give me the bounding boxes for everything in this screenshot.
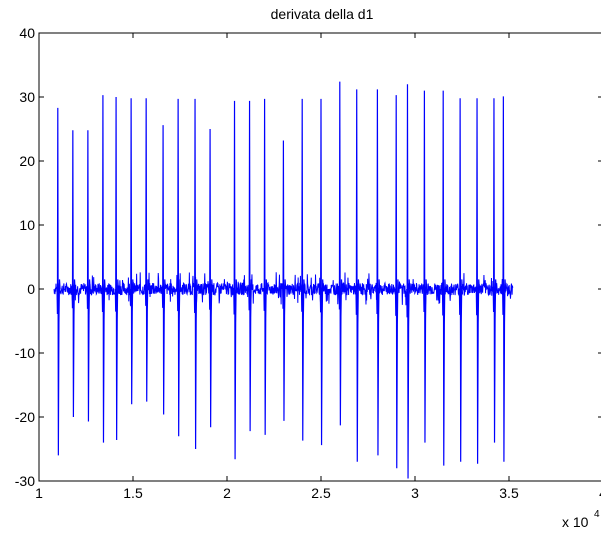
signal-spike (492, 98, 497, 443)
signal-spike (129, 98, 134, 405)
signal-spike (86, 130, 91, 422)
signal-spike (161, 125, 166, 415)
x-axis-multiplier: x 10 4 (562, 509, 600, 530)
x-tick-label: 2 (223, 485, 231, 501)
x-tick-label: 1 (35, 485, 43, 501)
x-tick-label: 1.5 (123, 485, 143, 501)
signal-spike (458, 98, 463, 462)
y-tick-label: 40 (19, 25, 35, 41)
y-tick-label: -10 (15, 345, 35, 361)
y-tick-label: -30 (15, 473, 35, 489)
signal-spike (475, 98, 480, 464)
signal-spike (233, 100, 238, 460)
signal-spike (114, 96, 119, 441)
signal-spike (355, 89, 360, 462)
y-tick-label: 30 (19, 89, 35, 105)
signal-spike (406, 84, 411, 479)
signal-spike (338, 81, 343, 426)
signal-spike (376, 89, 381, 456)
y-tick-label: -20 (15, 409, 35, 425)
signal-spike (176, 98, 181, 437)
y-tick-label: 20 (19, 153, 35, 169)
signal-spike (144, 98, 150, 402)
x-tick-label: 4 (599, 485, 601, 501)
signal-spike (56, 107, 61, 456)
y-tick-label: 10 (19, 217, 35, 233)
signal-spike (319, 98, 324, 446)
signal-spike (423, 90, 428, 443)
x-axis-ticks: 1 1.5 2 2.5 3 3.5 4 (35, 33, 601, 501)
signal-spike (300, 98, 306, 441)
signal-spike (441, 90, 447, 466)
signal-spike (502, 96, 507, 462)
x-multiplier-base: x 10 (562, 514, 589, 530)
signal-spike (263, 98, 268, 435)
x-multiplier-exponent: 4 (594, 509, 600, 520)
signal-layer (53, 81, 514, 479)
x-tick-label: 3.5 (499, 485, 519, 501)
y-axis-ticks: -30 -20 -10 0 10 20 30 40 (15, 25, 601, 489)
signal-spike (193, 98, 198, 450)
y-tick-label: 0 (27, 281, 35, 297)
signal-spike (282, 140, 287, 421)
signal-spike (248, 100, 253, 432)
signal-spike (208, 128, 213, 428)
signal-spike (101, 95, 106, 443)
x-tick-label: 3 (411, 485, 419, 501)
chart-title: derivata della d1 (271, 6, 374, 22)
x-tick-label: 2.5 (311, 485, 331, 501)
signal-spike (394, 95, 400, 469)
signal-spike (71, 130, 76, 418)
